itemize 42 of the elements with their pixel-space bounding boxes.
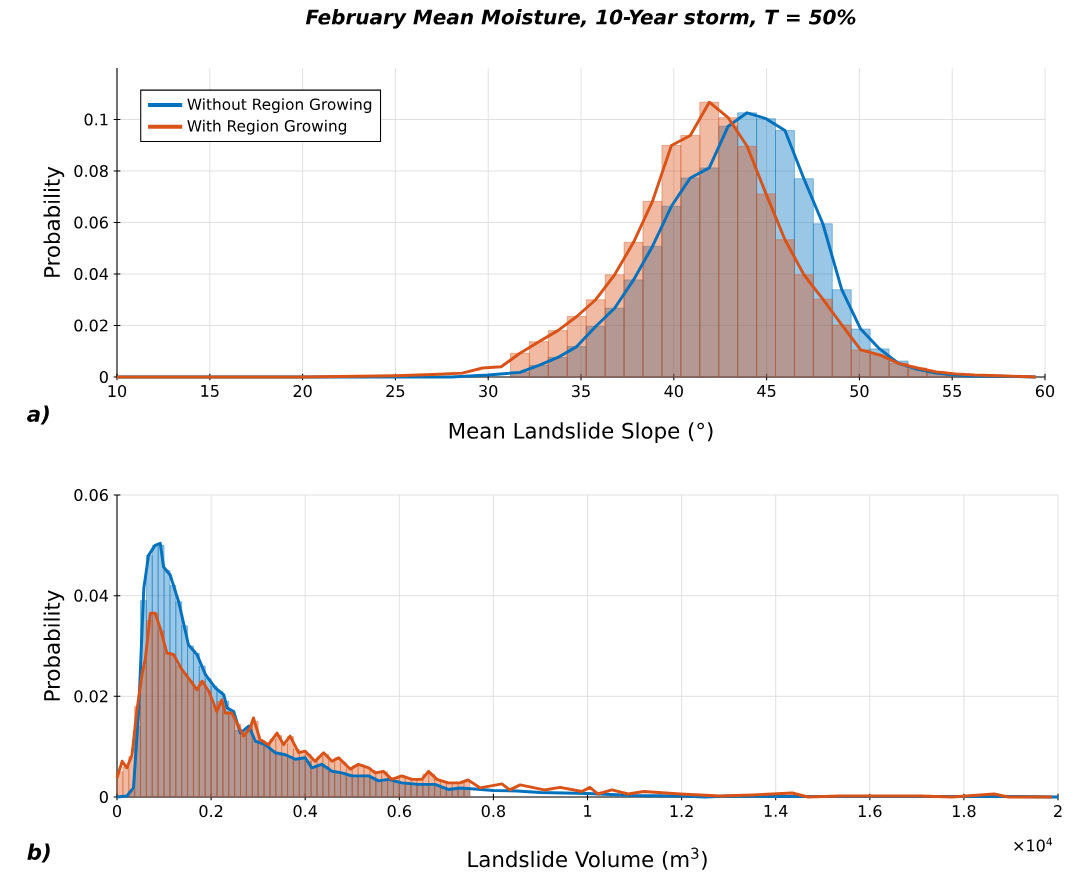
x-tick-label: 60 <box>1035 385 1055 398</box>
text: b) <box>27 843 50 863</box>
legend-label: With Region Growing <box>187 119 347 135</box>
y-tick-label: 0 <box>99 370 108 384</box>
y-tick-label: 0.08 <box>74 164 108 178</box>
y-tick-label: 0.02 <box>74 319 108 332</box>
x-tick-label: 35 <box>572 385 590 398</box>
y-axis-title: Probability <box>43 166 65 277</box>
legend-label: Without Region Growing <box>187 98 372 113</box>
x-tick-label: 2 <box>1054 805 1062 817</box>
x-tick-label: 50 <box>850 385 869 398</box>
x-tick-label: 0.2 <box>199 805 223 818</box>
x-tick-label: 1.4 <box>764 805 788 817</box>
chart-title: February Mean Moisture, 10-Year storm, T = 50% <box>305 9 856 29</box>
x-tick-label: 0.6 <box>387 805 412 818</box>
x-tick-label: 30 <box>479 385 498 398</box>
x-tick-label: 0.4 <box>293 805 318 818</box>
x-tick-label: 55 <box>943 385 961 397</box>
y-tick-label: 0.1 <box>84 113 108 126</box>
x-tick-label: 1.8 <box>952 805 976 818</box>
x-tick-label: 25 <box>386 385 405 398</box>
y-tick-label: 0.06 <box>74 216 108 229</box>
y-tick-label: 0.04 <box>74 267 109 281</box>
text: a) <box>27 405 49 425</box>
x-tick-label: 0 <box>112 805 122 818</box>
y-tick-label: 0.04 <box>74 589 109 602</box>
y-tick-label: 0.02 <box>74 690 108 703</box>
x-axis-title: Mean Landslide Slope (°) <box>449 422 713 443</box>
x-axis-title: Landslide Volume (m$^{3}$) <box>468 847 707 870</box>
x-tick-label: 45 <box>757 385 776 397</box>
x-tick-label: 1.2 <box>670 805 693 817</box>
y-tick-label: 0 <box>99 790 108 804</box>
x-tick-label: 40 <box>664 385 683 398</box>
x-tick-label: 15 <box>201 385 219 397</box>
x-tick-label: 0.8 <box>481 805 506 818</box>
y-tick-label: 0.06 <box>74 488 108 502</box>
x-tick-label: 20 <box>293 385 312 398</box>
y-axis-title: Probability <box>43 590 65 701</box>
x-tick-label: 10 <box>108 385 127 398</box>
text: ×10$^{4}$ <box>1014 837 1053 852</box>
x-tick-label: 1 <box>584 805 592 817</box>
x-tick-label: 1.6 <box>858 805 882 818</box>
